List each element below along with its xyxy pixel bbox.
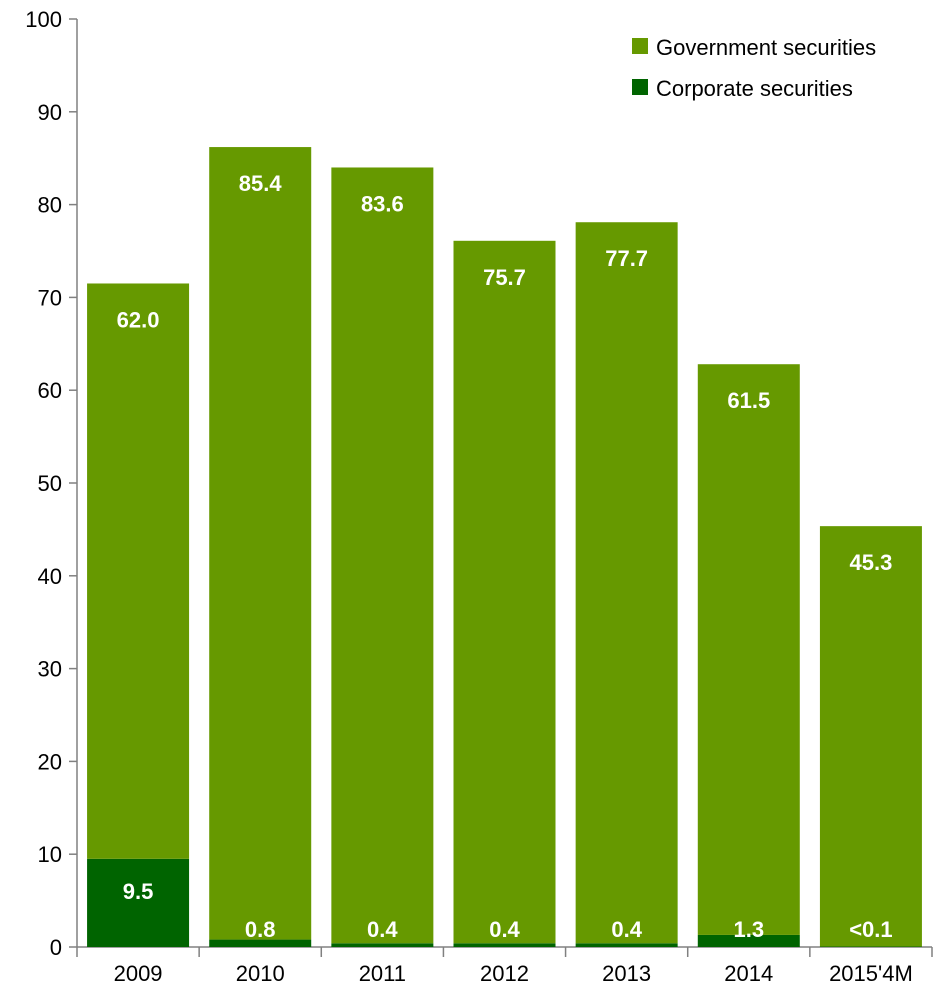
y-tick-label: 50 bbox=[38, 471, 62, 496]
y-tick-label: 30 bbox=[38, 657, 62, 682]
x-tick-label: 2014 bbox=[724, 961, 773, 986]
data-label-corporate-securities: 0.4 bbox=[367, 917, 398, 942]
y-tick-label: 10 bbox=[38, 842, 62, 867]
data-label-government-securities: 77.7 bbox=[605, 246, 648, 271]
bar-corporate-securities bbox=[453, 943, 556, 947]
bars bbox=[87, 147, 922, 947]
bar-corporate-securities bbox=[331, 943, 434, 947]
legend-label: Corporate securities bbox=[656, 76, 853, 101]
data-label-corporate-securities: 0.8 bbox=[245, 917, 276, 942]
data-label-corporate-securities: 0.4 bbox=[611, 917, 642, 942]
y-axis: 0 10 20 30 40 50 60 70 80 90 100 bbox=[25, 7, 78, 960]
legend-swatch bbox=[632, 38, 648, 54]
bar-government-securities bbox=[819, 526, 922, 947]
y-tick-label: 60 bbox=[38, 378, 62, 403]
data-labels: 62.0 9.5 85.4 0.8 83.6 0.4 75.7 0.4 77.7 0.4 61.5 1… bbox=[117, 171, 893, 942]
bar-government-securities bbox=[331, 167, 434, 944]
y-tick-label: 0 bbox=[50, 935, 62, 960]
y-tick-label: 100 bbox=[25, 7, 62, 32]
data-label-government-securities: 85.4 bbox=[239, 171, 283, 196]
bar-corporate-securities bbox=[575, 943, 678, 947]
x-tick-label: 2009 bbox=[114, 961, 163, 986]
data-label-corporate-securities: 1.3 bbox=[733, 917, 764, 942]
y-tick-label: 40 bbox=[38, 564, 62, 589]
data-label-government-securities: 61.5 bbox=[727, 388, 770, 413]
data-label-corporate-securities: 9.5 bbox=[123, 879, 154, 904]
y-tick-label: 70 bbox=[38, 285, 62, 310]
data-label-government-securities: 45.3 bbox=[850, 550, 893, 575]
legend-label: Government securities bbox=[656, 35, 876, 60]
x-axis: 2009 2010 2011 2012 2013 2014 2015'4M bbox=[76, 946, 933, 986]
bar-government-securities bbox=[575, 222, 678, 944]
data-label-corporate-securities: 0.4 bbox=[489, 917, 520, 942]
y-tick-label: 90 bbox=[38, 100, 62, 125]
bar-corporate-securities bbox=[87, 858, 190, 947]
bar-government-securities bbox=[209, 147, 312, 940]
x-tick-label: 2015'4M bbox=[829, 961, 913, 986]
y-tick-label: 20 bbox=[38, 749, 62, 774]
x-tick-label: 2012 bbox=[480, 961, 529, 986]
bar-government-securities bbox=[697, 364, 800, 935]
data-label-government-securities: 62.0 bbox=[117, 307, 160, 332]
x-tick-label: 2013 bbox=[602, 961, 651, 986]
y-tick-label: 80 bbox=[38, 193, 62, 218]
bar-corporate-securities bbox=[209, 939, 312, 947]
x-tick-label: 2010 bbox=[236, 961, 285, 986]
data-label-government-securities: 75.7 bbox=[483, 265, 526, 290]
bar-corporate-securities bbox=[697, 934, 800, 947]
x-tick-label: 2011 bbox=[359, 961, 406, 986]
bar-government-securities bbox=[87, 283, 190, 859]
data-label-government-securities: 83.6 bbox=[361, 191, 404, 216]
data-label-corporate-securities: <0.1 bbox=[849, 917, 892, 942]
bar-government-securities bbox=[453, 240, 556, 944]
legend-swatch bbox=[632, 79, 648, 95]
legend: Government securities Corporate securitie… bbox=[632, 35, 876, 101]
